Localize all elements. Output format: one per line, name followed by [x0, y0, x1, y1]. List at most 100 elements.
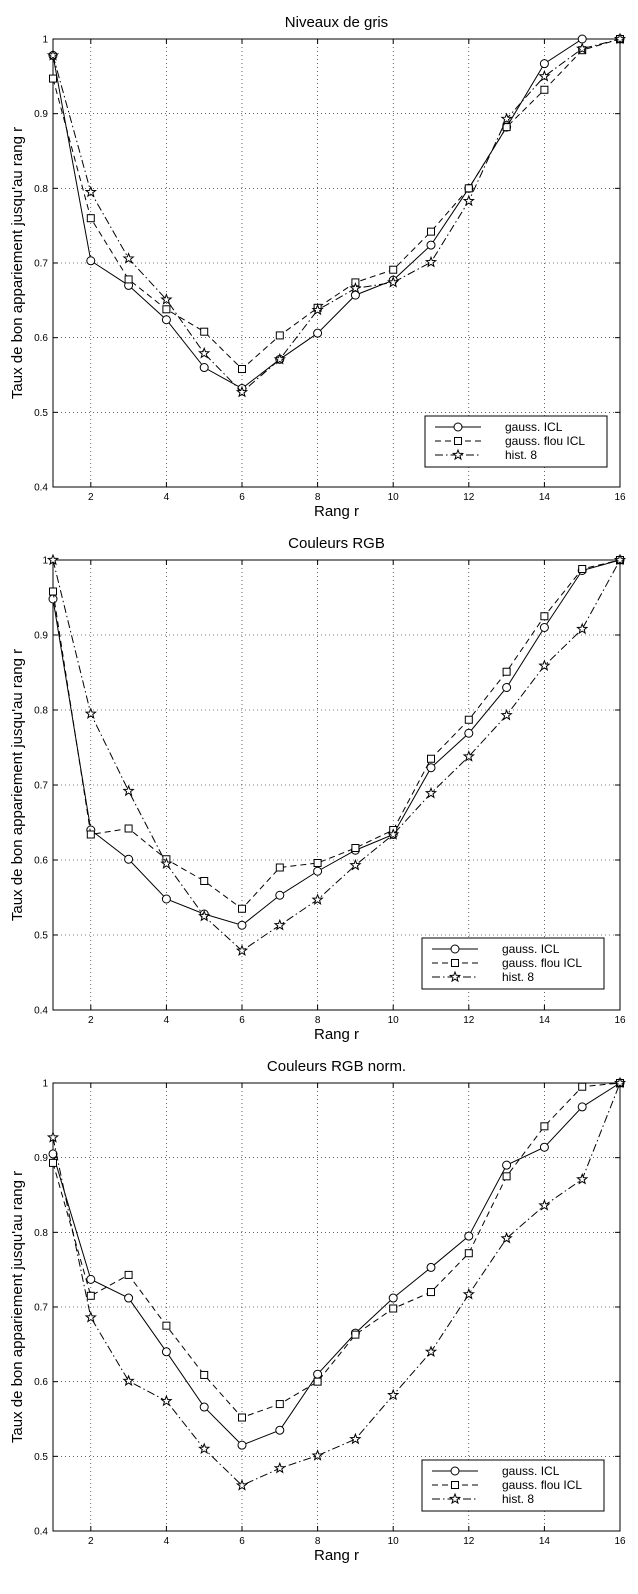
series-line: [52, 38, 621, 370]
data-point: [46, 553, 60, 566]
legend-marker: [448, 1492, 462, 1505]
y-tick-label: 1: [42, 35, 48, 46]
x-axis-label: Rang r: [314, 1026, 359, 1043]
data-point: [273, 1461, 286, 1474]
series-line: [52, 559, 621, 926]
legend-label: gauss. ICL: [502, 1464, 560, 1478]
data-point: [160, 1394, 173, 1407]
data-point: [200, 877, 209, 885]
legend-label: hist. 8: [502, 970, 534, 984]
series-3: [46, 32, 627, 398]
data-point: [313, 1369, 323, 1379]
data-point: [122, 1374, 135, 1387]
legend-label: gauss. flou ICL: [502, 956, 582, 970]
x-tick-label: 4: [164, 492, 170, 503]
x-axis-label: Rang r: [314, 503, 359, 520]
y-tick-label: 0.4: [34, 1527, 48, 1538]
y-tick-label: 0.9: [34, 109, 48, 120]
legend-marker: [450, 1466, 460, 1476]
data-point: [237, 920, 247, 930]
data-point: [539, 1142, 549, 1152]
data-point: [351, 844, 360, 852]
data-point: [311, 893, 324, 905]
data-point: [86, 830, 95, 839]
data-point: [124, 1293, 134, 1303]
y-tick-label: 0.8: [34, 184, 48, 195]
y-tick-label: 0.5: [34, 1452, 48, 1463]
y-tick-label: 0.7: [34, 259, 48, 270]
data-point: [426, 1262, 436, 1272]
data-point: [539, 623, 549, 632]
data-point: [238, 1413, 246, 1422]
legend-label: gauss. flou ICL: [502, 1478, 582, 1492]
data-point: [577, 34, 587, 44]
data-point: [539, 59, 549, 69]
series-line: [52, 1082, 621, 1487]
chart-title: Niveaux de gris: [285, 14, 388, 31]
data-point: [124, 1270, 133, 1279]
x-tick-label: 8: [315, 1536, 321, 1547]
x-tick-label: 14: [539, 1015, 551, 1026]
data-point: [464, 728, 474, 738]
legend-label: gauss. ICL: [502, 942, 560, 956]
legend-marker: [453, 422, 463, 432]
x-tick-label: 6: [239, 492, 245, 503]
data-point: [124, 854, 134, 864]
x-tick-label: 2: [88, 1015, 94, 1026]
legend-label: gauss. flou ICL: [505, 434, 585, 448]
data-point: [350, 290, 360, 300]
legend-label: hist. 8: [505, 448, 537, 462]
y-tick-label: 0.4: [34, 1006, 48, 1017]
data-point: [200, 327, 209, 336]
series-line: [52, 38, 620, 390]
y-tick-label: 0.5: [34, 931, 48, 942]
data-point: [162, 1321, 171, 1330]
data-point: [500, 708, 513, 721]
y-tick-label: 0.6: [34, 1377, 48, 1388]
y-tick-label: 0.9: [34, 631, 48, 642]
data-point: [502, 123, 511, 132]
y-axis-label: Taux de bon appariement jusqu'au rang r: [9, 127, 26, 399]
data-point: [198, 1442, 211, 1455]
data-point: [613, 553, 627, 566]
data-point: [160, 857, 173, 869]
data-point: [538, 1199, 551, 1211]
x-tick-label: 10: [388, 1536, 400, 1547]
y-tick-label: 0.9: [34, 1153, 48, 1164]
y-tick-label: 0.8: [34, 1228, 48, 1239]
x-tick-label: 8: [315, 492, 321, 503]
data-point: [502, 683, 512, 692]
legend-label: gauss. ICL: [505, 420, 563, 434]
data-point: [235, 1479, 249, 1491]
y-tick-label: 0.4: [34, 483, 48, 494]
legend-marker: [451, 448, 465, 461]
data-point: [426, 240, 436, 250]
x-tick-label: 12: [463, 1015, 475, 1026]
data-point: [275, 331, 284, 340]
data-point: [387, 1388, 400, 1401]
x-tick-label: 2: [88, 1536, 94, 1547]
data-point: [86, 214, 95, 223]
data-point: [235, 385, 249, 398]
data-point: [273, 352, 286, 365]
data-point: [86, 256, 96, 266]
series-2: [49, 556, 624, 913]
data-point: [313, 866, 323, 876]
data-point: [46, 1131, 60, 1143]
data-point: [613, 1076, 627, 1089]
data-point: [198, 909, 211, 922]
legend-marker: [448, 970, 462, 983]
data-point: [48, 1149, 58, 1159]
y-tick-label: 0.7: [34, 781, 48, 792]
series-line: [52, 38, 621, 393]
data-point: [538, 69, 551, 82]
data-point: [46, 48, 60, 61]
data-point: [349, 1432, 362, 1445]
data-point: [275, 890, 285, 900]
legend-marker: [451, 1481, 459, 1489]
x-axis-label: Rang r: [314, 1547, 359, 1564]
data-point: [464, 715, 473, 724]
data-point: [349, 281, 362, 294]
